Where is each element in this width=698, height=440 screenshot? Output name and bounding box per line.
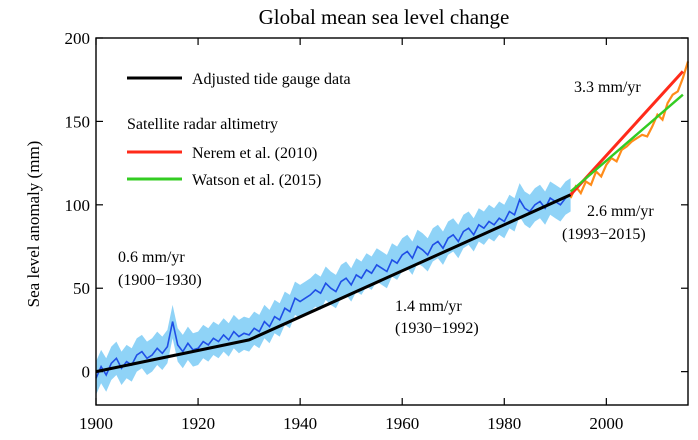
y-tick-label: 100 (65, 196, 91, 215)
legend-satellite-heading: Satellite radar altimetry (127, 116, 278, 133)
x-tick-label: 2000 (589, 414, 623, 433)
tide-gauge-uncertainty-band (96, 178, 571, 395)
annotation-rate-1900-1930: 0.6 mm/yr (118, 249, 185, 266)
y-tick-label: 0 (82, 363, 91, 382)
x-tick-label: 1900 (79, 414, 113, 433)
series-layer (95, 61, 690, 379)
x-tick-label: 1920 (181, 414, 215, 433)
uncertainty-band-layer (96, 178, 571, 395)
y-axis-label: Sea level anomaly (mm) (24, 141, 43, 308)
x-tick-label: 1960 (385, 414, 419, 433)
legend: Adjusted tide gauge data Satellite radar… (127, 71, 351, 189)
plot-frame (95, 37, 689, 406)
legend-watson-label: Watson et al. (2015) (192, 172, 321, 189)
tick-layer: 1900 1920 1940 1960 1980 2000 0 50 100 150 200 (65, 29, 688, 433)
annotations: 0.6 mm/yr (1900−1930) 1.4 mm/yr (1930−19… (118, 79, 654, 337)
legend-nerem-label: Nerem et al. (2010) (192, 145, 317, 162)
annotation-period-1930-1992: (1930−1992) (395, 320, 479, 337)
annotation-rate-1930-1992: 1.4 mm/yr (395, 298, 462, 315)
chart-title: Global mean sea level change (259, 5, 510, 29)
x-tick-label: 1980 (487, 414, 521, 433)
annotation-period-1900-1930: (1900−1930) (118, 272, 202, 289)
annotation-rate-nerem: 3.3 mm/yr (574, 79, 641, 96)
tide-gauge-series-line (95, 194, 572, 379)
watson-trend-line (569, 93, 684, 193)
x-tick-label: 1940 (283, 414, 317, 433)
y-tick-label: 150 (65, 112, 91, 131)
tide-gauge-trend-line (95, 193, 572, 374)
annotation-rate-watson: 2.6 mm/yr (587, 203, 654, 220)
legend-tide-gauge-label: Adjusted tide gauge data (192, 71, 351, 88)
satellite-raw-series-line (569, 61, 690, 199)
y-tick-label: 200 (65, 29, 91, 48)
y-tick-label: 50 (73, 279, 90, 298)
annotation-period-1993-2015: (1993−2015) (562, 226, 646, 243)
